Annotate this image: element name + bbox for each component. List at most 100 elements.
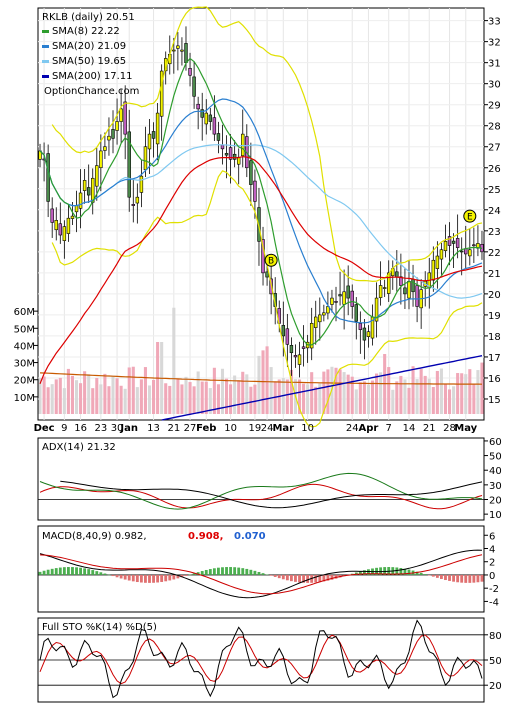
candle-body bbox=[358, 323, 363, 330]
macd-panel-tick-label: -2 bbox=[489, 584, 499, 595]
macd-histogram-bar bbox=[318, 574, 322, 583]
volume-bar bbox=[366, 384, 370, 414]
macd-histogram-bar bbox=[225, 567, 228, 575]
macd-histogram-bar bbox=[322, 574, 326, 582]
candle-body bbox=[131, 204, 136, 206]
price-tick-label: 27 bbox=[488, 143, 501, 154]
candle-body bbox=[318, 314, 322, 323]
macd-histogram-bar bbox=[127, 574, 131, 581]
volume-bar bbox=[46, 387, 50, 414]
candle-body bbox=[411, 279, 415, 293]
macd-panel-tick-label: 0 bbox=[489, 571, 495, 582]
candle-body bbox=[180, 49, 184, 52]
price-tick-label: 16 bbox=[488, 374, 501, 385]
candle-body bbox=[350, 290, 354, 307]
macd-histogram-bar bbox=[440, 574, 443, 579]
volume-bar bbox=[464, 374, 468, 414]
volume-bar bbox=[38, 378, 42, 414]
x-tick-label: 13 bbox=[147, 423, 160, 434]
volume-bar bbox=[229, 384, 233, 414]
sto-k-line bbox=[39, 619, 483, 699]
volume-bar bbox=[326, 369, 330, 414]
x-tick-label: 24 bbox=[346, 423, 359, 434]
macd-histogram-bar bbox=[472, 574, 476, 583]
macd-histogram-bar bbox=[107, 574, 111, 576]
candle-body bbox=[99, 150, 103, 169]
candle-body bbox=[50, 208, 54, 223]
macd-histogram-bar bbox=[188, 574, 192, 576]
adx-panel-tick-label: 60 bbox=[489, 437, 502, 448]
legend-swatch bbox=[42, 75, 49, 78]
macd-histogram-bar bbox=[168, 574, 172, 581]
x-tick-label: 19 bbox=[249, 423, 262, 434]
macd-histogram-bar bbox=[87, 569, 91, 575]
x-tick-label: 7 bbox=[386, 423, 392, 434]
signal-marker-label: E bbox=[467, 213, 473, 223]
price-tick-label: 25 bbox=[488, 185, 501, 196]
volume-bar bbox=[111, 376, 115, 414]
x-tick-label: 10 bbox=[224, 423, 237, 434]
volume-bar bbox=[302, 383, 306, 414]
candle-body bbox=[334, 301, 338, 303]
candle-body bbox=[435, 255, 440, 269]
legend-swatch bbox=[42, 60, 49, 63]
macd-histogram-bar bbox=[71, 567, 74, 575]
candle-body bbox=[249, 160, 253, 185]
volume-bar bbox=[196, 371, 200, 414]
macd-histogram-bar bbox=[257, 571, 261, 575]
candle-body bbox=[58, 223, 63, 236]
volume-tick-label: 10M bbox=[14, 393, 35, 404]
macd-histogram-bar bbox=[460, 574, 464, 583]
volume-bar bbox=[452, 386, 456, 414]
volume-bar bbox=[439, 368, 443, 414]
macd-panel-tick-label: 2 bbox=[489, 558, 495, 569]
macd-histogram-bar bbox=[233, 567, 237, 575]
macd-histogram-bar bbox=[249, 569, 253, 575]
macd-histogram-bar bbox=[180, 574, 184, 578]
price-tick-label: 28 bbox=[488, 122, 501, 133]
price-tick-label: 17 bbox=[488, 353, 501, 364]
sma8-line bbox=[39, 57, 483, 346]
candle-body bbox=[103, 146, 107, 151]
adx-panel-tick-label: 50 bbox=[489, 452, 502, 463]
volume-bar bbox=[318, 383, 322, 414]
candle-body bbox=[224, 153, 229, 156]
adx-panel-tick-label: 20 bbox=[489, 496, 502, 507]
candle-body bbox=[74, 205, 79, 213]
x-tick-label: Mar bbox=[272, 423, 294, 434]
sto-panel-tick-label: 20 bbox=[489, 681, 502, 692]
macd-histogram-bar bbox=[164, 574, 168, 582]
macd-histogram-bar bbox=[144, 574, 147, 583]
candle-body bbox=[342, 291, 346, 305]
candle-body bbox=[468, 249, 472, 257]
candle-body bbox=[155, 112, 160, 145]
candle-body bbox=[338, 294, 342, 297]
macd-histogram-bar bbox=[58, 567, 62, 575]
ema-red-line bbox=[39, 155, 483, 385]
volume-bar bbox=[370, 380, 375, 414]
candle-body bbox=[451, 240, 456, 244]
candle-body bbox=[346, 285, 350, 299]
volume-bar bbox=[338, 369, 342, 414]
volume-bar bbox=[233, 375, 237, 414]
macd-value-2: 0.070 bbox=[234, 531, 266, 542]
volume-bar bbox=[423, 375, 427, 414]
price-tick-label: 22 bbox=[488, 248, 501, 259]
candle-body bbox=[261, 239, 265, 274]
sto-label: Full STO %K(14) %D(5) bbox=[42, 622, 157, 633]
volume-bar bbox=[447, 389, 452, 414]
volume-bar bbox=[358, 382, 362, 414]
symbol-title: RKLB (daily) 20.51 bbox=[42, 12, 135, 23]
x-tick-label: Apr bbox=[359, 423, 379, 434]
macd-histogram-bar bbox=[91, 570, 95, 575]
volume-bar bbox=[427, 378, 431, 414]
x-tick-label: 16 bbox=[74, 423, 87, 434]
candle-body bbox=[232, 153, 237, 160]
macd-histogram-bar bbox=[435, 574, 439, 578]
volume-bar bbox=[322, 371, 326, 414]
adx-line bbox=[60, 480, 483, 509]
legend-label: SMA(50) 19.65 bbox=[52, 56, 126, 67]
macd-panel-tick-label: 4 bbox=[489, 544, 495, 555]
